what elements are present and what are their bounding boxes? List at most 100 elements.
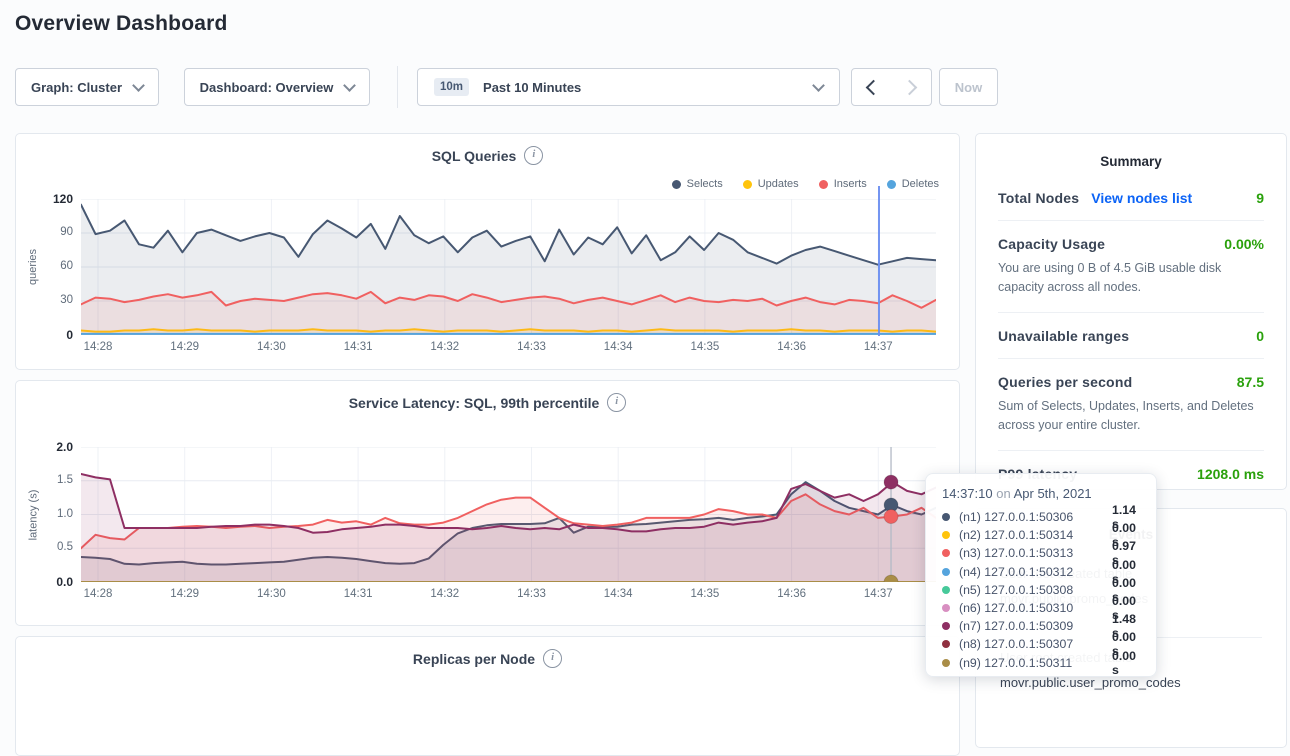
info-icon[interactable]: i bbox=[607, 393, 626, 412]
legend-label: Inserts bbox=[834, 178, 867, 190]
series-color-dot bbox=[819, 180, 828, 189]
x-axis-tick: 14:32 bbox=[421, 341, 469, 353]
service-latency-chart[interactable] bbox=[81, 447, 936, 582]
dashboard-dropdown-label: Dashboard: Overview bbox=[200, 80, 334, 95]
y-axis-tick: 120 bbox=[29, 192, 73, 206]
time-range-dropdown[interactable]: 10m Past 10 Minutes bbox=[417, 68, 840, 106]
replicas-per-node-panel: Replicas per Node i bbox=[15, 636, 960, 756]
legend-item: Updates bbox=[743, 178, 799, 190]
series-color-dot bbox=[887, 180, 896, 189]
summary-desc: Sum of Selects, Updates, Inserts, and De… bbox=[998, 397, 1264, 436]
sql-hover-line bbox=[878, 186, 880, 336]
y-axis-tick: 1.5 bbox=[29, 474, 73, 486]
x-axis-tick: 14:30 bbox=[247, 588, 295, 600]
tooltip-node-label: (n2) 127.0.0.1:50314 bbox=[959, 528, 1112, 542]
series-color-dot bbox=[942, 513, 950, 521]
info-icon[interactable]: i bbox=[524, 146, 543, 165]
sql-queries-chart[interactable] bbox=[81, 199, 936, 335]
summary-value: 9 bbox=[1256, 190, 1264, 206]
series-color-dot bbox=[942, 622, 950, 630]
time-next-button[interactable] bbox=[891, 68, 932, 106]
chevron-right-icon bbox=[901, 79, 917, 95]
legend-label: Deletes bbox=[902, 178, 939, 190]
legend-item: Inserts bbox=[819, 178, 867, 190]
y-axis-tick: 0.5 bbox=[29, 541, 73, 553]
summary-panel: Summary Total Nodes View nodes list 9 Capac… bbox=[975, 133, 1287, 490]
y-axis-tick: 2.0 bbox=[29, 440, 73, 454]
x-axis-tick: 14:35 bbox=[681, 341, 729, 353]
series-color-dot bbox=[672, 180, 681, 189]
series-color-dot bbox=[942, 568, 950, 576]
x-axis-tick: 14:28 bbox=[74, 588, 122, 600]
service-latency-plot[interactable]: latency (s) 0.00.51.01.52.0 14:2814:2914… bbox=[81, 447, 936, 582]
summary-label: Queries per second bbox=[998, 374, 1132, 390]
tooltip-node-label: (n4) 127.0.0.1:50312 bbox=[959, 565, 1112, 579]
now-button[interactable]: Now bbox=[939, 68, 998, 106]
legend-item: Deletes bbox=[887, 178, 939, 190]
summary-desc: You are using 0 B of 4.5 GiB usable disk… bbox=[998, 259, 1264, 298]
graph-dropdown[interactable]: Graph: Cluster bbox=[15, 68, 159, 106]
x-axis-tick: 14:36 bbox=[768, 341, 816, 353]
x-axis-tick: 14:36 bbox=[768, 588, 816, 600]
service-latency-panel: Service Latency: SQL, 99th percentile i … bbox=[15, 380, 960, 626]
sql-queries-legend: Selects Updates Inserts Deletes bbox=[672, 178, 939, 190]
tooltip-node-label: (n8) 127.0.0.1:50307 bbox=[959, 637, 1112, 651]
dashboard-dropdown[interactable]: Dashboard: Overview bbox=[184, 68, 370, 106]
series-color-dot bbox=[743, 180, 752, 189]
summary-row: Unavailable ranges 0 bbox=[998, 313, 1264, 359]
summary-label: Unavailable ranges bbox=[998, 328, 1129, 344]
sql-queries-panel: SQL Queries i Selects Updates Inserts Delet… bbox=[15, 133, 960, 370]
summary-row: Capacity Usage 0.00% You are using 0 B of … bbox=[998, 221, 1264, 313]
legend-item: Selects bbox=[672, 178, 723, 190]
tooltip-row: (n9) 127.0.0.1:503110.00 s bbox=[942, 654, 1142, 672]
time-range-badge: 10m bbox=[434, 78, 469, 96]
tooltip-node-label: (n9) 127.0.0.1:50311 bbox=[959, 656, 1112, 670]
chevron-left-icon bbox=[866, 79, 882, 95]
summary-row: Queries per second 87.5 Sum of Selects, Up… bbox=[998, 359, 1264, 451]
tooltip-node-value: 0.00 s bbox=[1112, 649, 1142, 677]
y-axis-tick: 0 bbox=[29, 328, 73, 342]
x-axis-tick: 14:33 bbox=[508, 588, 556, 600]
sql-queries-title: SQL Queries bbox=[432, 148, 517, 164]
sql-queries-plot[interactable]: queries 0306090120 14:2814:2914:3014:311… bbox=[81, 199, 936, 335]
graph-dropdown-label: Graph: Cluster bbox=[31, 80, 122, 95]
summary-value: 0 bbox=[1256, 328, 1264, 344]
x-axis-tick: 14:34 bbox=[594, 588, 642, 600]
chevron-down-icon bbox=[812, 79, 825, 92]
summary-value: 0.00% bbox=[1224, 236, 1264, 252]
x-axis-tick: 14:33 bbox=[508, 341, 556, 353]
info-icon[interactable]: i bbox=[543, 649, 562, 668]
tooltip-node-label: (n7) 127.0.0.1:50309 bbox=[959, 619, 1112, 633]
time-prev-button[interactable] bbox=[851, 68, 892, 106]
legend-label: Selects bbox=[687, 178, 723, 190]
summary-row: Total Nodes View nodes list 9 bbox=[998, 175, 1264, 221]
service-latency-title: Service Latency: SQL, 99th percentile bbox=[349, 395, 600, 411]
summary-label: Capacity Usage bbox=[998, 236, 1105, 252]
x-axis-tick: 14:34 bbox=[594, 341, 642, 353]
summary-value: 87.5 bbox=[1237, 374, 1264, 390]
summary-value: 1208.0 ms bbox=[1197, 466, 1264, 482]
series-color-dot bbox=[942, 659, 950, 667]
y-axis-tick: 90 bbox=[29, 226, 73, 238]
tooltip-node-label: (n5) 127.0.0.1:50308 bbox=[959, 583, 1112, 597]
legend-label: Updates bbox=[758, 178, 799, 190]
x-axis-tick: 14:30 bbox=[247, 341, 295, 353]
chart-tooltip: 14:37:10 on Apr 5th, 2021 (n1) 127.0.0.1… bbox=[925, 473, 1157, 677]
x-axis-tick: 14:35 bbox=[681, 588, 729, 600]
series-color-dot bbox=[942, 549, 950, 557]
summary-title: Summary bbox=[976, 134, 1286, 169]
tooltip-node-label: (n3) 127.0.0.1:50313 bbox=[959, 546, 1112, 560]
x-axis-tick: 14:37 bbox=[854, 341, 902, 353]
summary-label: Total Nodes bbox=[998, 190, 1079, 206]
x-axis-tick: 14:29 bbox=[161, 341, 209, 353]
toolbar-divider bbox=[397, 66, 398, 108]
time-range-label: Past 10 Minutes bbox=[483, 80, 581, 95]
x-axis-tick: 14:31 bbox=[334, 588, 382, 600]
view-nodes-link[interactable]: View nodes list bbox=[1091, 190, 1192, 206]
series-color-dot bbox=[942, 604, 950, 612]
x-axis-tick: 14:31 bbox=[334, 341, 382, 353]
series-color-dot bbox=[942, 586, 950, 594]
tooltip-node-label: (n6) 127.0.0.1:50310 bbox=[959, 601, 1112, 615]
y-axis-tick: 0.0 bbox=[29, 575, 73, 589]
replicas-per-node-title: Replicas per Node bbox=[413, 651, 535, 667]
